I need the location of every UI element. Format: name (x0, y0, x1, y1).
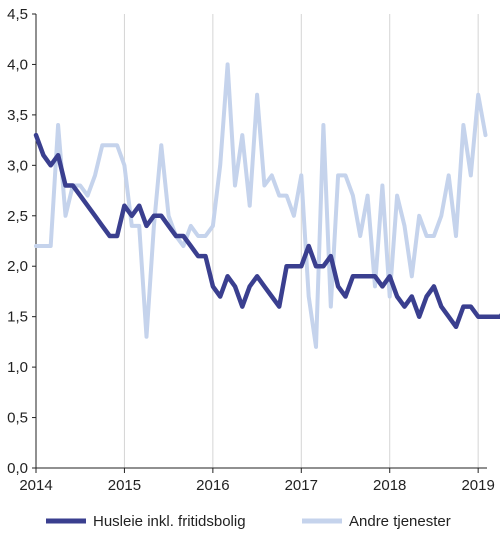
y-tick-label: 3,0 (7, 157, 28, 174)
y-tick-label: 0,0 (7, 460, 28, 477)
x-tick-label: 2017 (285, 477, 318, 494)
y-tick-label: 2,0 (7, 258, 28, 275)
y-tick-label: 1,0 (7, 359, 28, 376)
x-tick-label: 2016 (196, 477, 229, 494)
x-tick-label: 2015 (108, 477, 141, 494)
y-tick-label: 4,0 (7, 56, 28, 73)
y-tick-label: 1,5 (7, 309, 28, 326)
y-tick-labels: 0,0 0,5 1,0 1,5 2,0 2,5 3,0 3,5 4,0 4,5 (7, 6, 28, 477)
series-lines (33, 62, 500, 349)
x-tick-label: 2014 (19, 477, 52, 494)
series-line-husleie (33, 132, 500, 330)
x-tick-labels: 2014 2015 2016 2017 2018 2019 (19, 477, 495, 494)
x-tick-label: 2019 (461, 477, 494, 494)
vertical-gridlines (35, 14, 479, 468)
y-tick-label: 4,5 (7, 6, 28, 23)
y-tick-label: 3,5 (7, 107, 28, 124)
legend-label-husleie: Husleie inkl. fritidsbolig (93, 513, 246, 530)
y-tick-label: 0,5 (7, 410, 28, 427)
series-line-andre-tjenester (34, 62, 488, 349)
axes (32, 13, 487, 473)
y-tick-label: 2,5 (7, 208, 28, 225)
legend-label-andre: Andre tjenester (349, 513, 451, 530)
x-tick-label: 2018 (373, 477, 406, 494)
legend: Husleie inkl. fritidsbolig Andre tjenest… (46, 513, 451, 530)
